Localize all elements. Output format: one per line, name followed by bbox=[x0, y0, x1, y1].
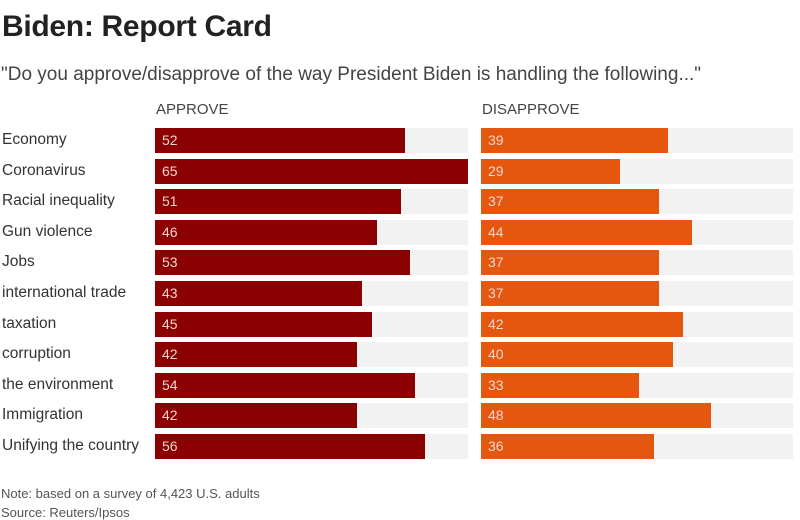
approve-bar bbox=[155, 403, 358, 428]
approve-bar bbox=[155, 342, 358, 367]
approve-bar bbox=[155, 281, 363, 306]
chart-subtitle: "Do you approve/disapprove of the way Pr… bbox=[1, 64, 702, 85]
chart-title: Biden: Report Card bbox=[2, 10, 272, 43]
approve-bar bbox=[155, 373, 416, 398]
approve-bar bbox=[155, 128, 406, 153]
category-label: international trade bbox=[2, 284, 127, 301]
disapprove-value-label: 37 bbox=[488, 193, 504, 209]
disapprove-bar bbox=[481, 434, 654, 459]
approve-bar bbox=[155, 189, 401, 214]
approve-value-label: 43 bbox=[162, 285, 178, 301]
approve-bar bbox=[155, 250, 411, 275]
disapprove-bar bbox=[481, 220, 693, 245]
category-label: Gun violence bbox=[2, 223, 93, 240]
disapprove-value-label: 39 bbox=[488, 132, 504, 148]
approve-value-label: 56 bbox=[162, 438, 178, 454]
approve-value-label: 42 bbox=[162, 407, 178, 423]
disapprove-bar bbox=[481, 312, 683, 337]
category-label: taxation bbox=[2, 315, 57, 332]
category-label: Coronavirus bbox=[2, 162, 86, 179]
disapprove-value-label: 37 bbox=[488, 254, 504, 270]
category-label: Jobs bbox=[2, 253, 35, 270]
footnote: Note: based on a survey of 4,423 U.S. ad… bbox=[1, 486, 260, 501]
approve-value-label: 54 bbox=[162, 377, 178, 393]
disapprove-bar bbox=[481, 189, 659, 214]
category-label: corruption bbox=[2, 345, 71, 362]
approve-value-label: 65 bbox=[162, 163, 178, 179]
disapprove-value-label: 37 bbox=[488, 285, 504, 301]
disapprove-bar bbox=[481, 128, 669, 153]
disapprove-bar bbox=[481, 342, 673, 367]
approve-header: APPROVE bbox=[156, 101, 229, 118]
category-label: Economy bbox=[2, 131, 67, 148]
category-label: Unifying the country bbox=[2, 437, 139, 454]
approve-bar bbox=[155, 159, 468, 184]
disapprove-header: DISAPPROVE bbox=[482, 101, 580, 118]
disapprove-value-label: 42 bbox=[488, 316, 504, 332]
category-label: the environment bbox=[2, 376, 114, 393]
disapprove-bar bbox=[481, 159, 621, 184]
disapprove-value-label: 36 bbox=[488, 438, 504, 454]
approve-bar bbox=[155, 312, 372, 337]
disapprove-bar bbox=[481, 403, 712, 428]
approve-value-label: 42 bbox=[162, 346, 178, 362]
category-label: Immigration bbox=[2, 406, 83, 423]
source-note: Source: Reuters/Ipsos bbox=[1, 505, 130, 520]
disapprove-value-label: 33 bbox=[488, 377, 504, 393]
approve-value-label: 52 bbox=[162, 132, 178, 148]
disapprove-bar bbox=[481, 250, 659, 275]
disapprove-value-label: 40 bbox=[488, 346, 504, 362]
approve-bar bbox=[155, 434, 425, 459]
disapprove-bar bbox=[481, 281, 659, 306]
disapprove-value-label: 48 bbox=[488, 407, 504, 423]
disapprove-value-label: 44 bbox=[488, 224, 504, 240]
disapprove-value-label: 29 bbox=[488, 163, 504, 179]
approve-value-label: 45 bbox=[162, 316, 178, 332]
category-label: Racial inequality bbox=[2, 192, 115, 209]
disapprove-bar bbox=[481, 373, 640, 398]
approve-value-label: 51 bbox=[162, 193, 178, 209]
approve-value-label: 46 bbox=[162, 224, 178, 240]
approve-value-label: 53 bbox=[162, 254, 178, 270]
approve-bar bbox=[155, 220, 377, 245]
